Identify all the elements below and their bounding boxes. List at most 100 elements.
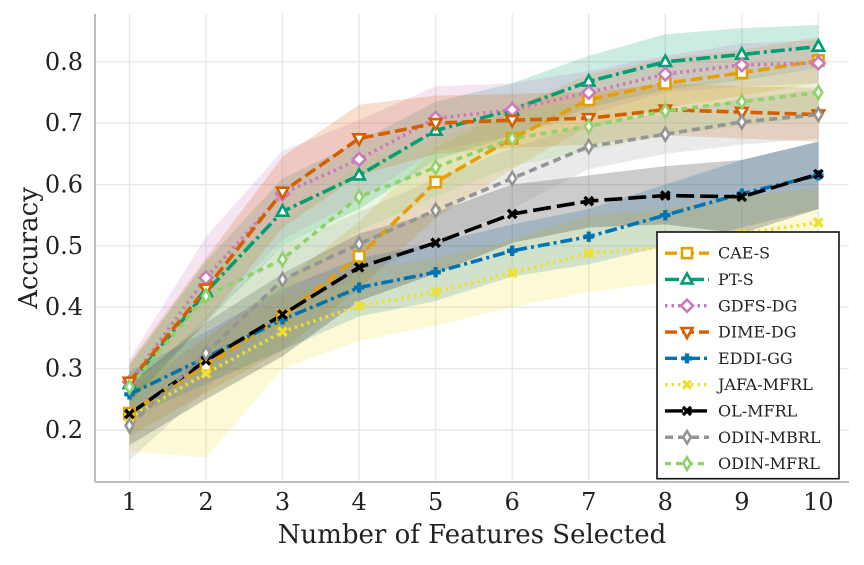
data-point [810, 37, 827, 52]
data-point [430, 158, 442, 177]
data-point [659, 125, 671, 144]
data-point [353, 187, 365, 206]
data-point [430, 286, 442, 298]
series-line [128, 220, 819, 420]
data-point [681, 379, 693, 390]
y-tick-label: 0.5 [45, 232, 83, 260]
legend-item: ODIN-MBRL [665, 428, 821, 447]
data-point [659, 190, 671, 201]
data-point [733, 56, 750, 73]
data-point [736, 92, 748, 111]
legend-label: PT-S [718, 270, 754, 289]
data-point [580, 84, 597, 101]
y-axis-label: Accuracy [14, 187, 44, 310]
x-tick-label: 8 [658, 488, 673, 516]
confidence-band [129, 141, 819, 446]
x-tick-label: 7 [581, 488, 596, 516]
series-line [128, 172, 819, 416]
data-point [812, 105, 824, 124]
data-point [200, 344, 212, 363]
x-tick-label: 9 [734, 488, 749, 516]
data-point [736, 191, 748, 203]
x-tick-label: 2 [198, 488, 213, 516]
series-lines [127, 44, 819, 427]
series-line [128, 90, 819, 389]
series-line [128, 58, 819, 415]
x-axis-label: Number of Features Selected [278, 520, 666, 550]
legend-item: PT-S [665, 270, 754, 289]
data-point [657, 52, 674, 68]
legend-label: CAE-S [718, 244, 770, 263]
data-point [277, 270, 288, 289]
x-tick-label: 5 [428, 488, 443, 516]
series-line [128, 173, 819, 396]
data-point [277, 326, 288, 338]
x-tick-label: 1 [122, 488, 137, 516]
series-markers [121, 37, 827, 435]
data-point [277, 309, 288, 320]
data-point [274, 202, 291, 217]
series-line [128, 107, 819, 384]
y-tick-label: 0.6 [45, 171, 83, 199]
x-tick-label: 3 [275, 488, 290, 516]
data-point [353, 234, 365, 254]
data-point [583, 117, 595, 136]
legend-item: ODIN-MFRL [665, 454, 820, 473]
data-point [274, 186, 291, 201]
data-point [351, 133, 368, 148]
series-line [128, 112, 819, 427]
data-point [679, 297, 695, 314]
legend-label: JAFA-MFRL [716, 375, 813, 394]
data-point [682, 353, 692, 364]
legend-label: ODIN-MFRL [718, 454, 820, 473]
y-tick-label: 0.2 [45, 416, 83, 444]
data-point [659, 101, 671, 120]
data-point [427, 117, 444, 133]
y-tick-label: 0.3 [45, 355, 83, 383]
x-tick-label: 6 [505, 488, 520, 516]
legend-item: JAFA-MFRL [665, 375, 813, 394]
data-point [681, 405, 693, 417]
data-point [660, 209, 671, 221]
data-point [657, 66, 674, 83]
legend-label: GDFS-DG [718, 296, 797, 315]
confidence-band [129, 187, 819, 458]
data-point [351, 151, 368, 168]
data-point [200, 368, 212, 379]
data-point [430, 201, 442, 220]
data-point [736, 112, 748, 131]
data-point [813, 217, 824, 228]
data-point [679, 270, 695, 285]
axes [94, 14, 849, 483]
data-point [583, 137, 595, 156]
x-tick-label: 4 [351, 488, 366, 516]
data-point [810, 54, 827, 72]
data-point [506, 208, 518, 220]
legend: CAE-S PT-S GDFS-DG DIME-DG EDDI-GG JAFA-MFRL O… [656, 231, 840, 480]
data-point [506, 129, 518, 148]
confidence-band [129, 40, 819, 406]
data-point [124, 416, 135, 435]
data-point [583, 247, 595, 259]
x-tick-label: 10 [803, 488, 834, 516]
tick-labels: 1 2 3 4 5 6 7 8 9 10 0.2 0.3 0.4 0.5 0.6 0.7 0.8 [45, 48, 834, 516]
data-point [504, 114, 521, 130]
data-point [353, 261, 365, 273]
data-point [124, 377, 135, 396]
y-tick-label: 0.7 [45, 109, 83, 137]
confidence-band [129, 89, 819, 461]
legend-label: ODIN-MBRL [718, 428, 821, 447]
legend-label: EDDI-GG [718, 349, 793, 368]
data-point [353, 300, 365, 312]
legend-label: DIME-DG [718, 323, 797, 342]
data-point [277, 250, 288, 269]
legend-item: GDFS-DG [665, 296, 797, 315]
data-point [429, 175, 443, 189]
legend-label: OL-MFRL [718, 401, 798, 420]
data-point [813, 168, 824, 180]
data-point [506, 267, 518, 279]
data-point [353, 282, 365, 293]
legend-item: CAE-S [665, 244, 770, 263]
